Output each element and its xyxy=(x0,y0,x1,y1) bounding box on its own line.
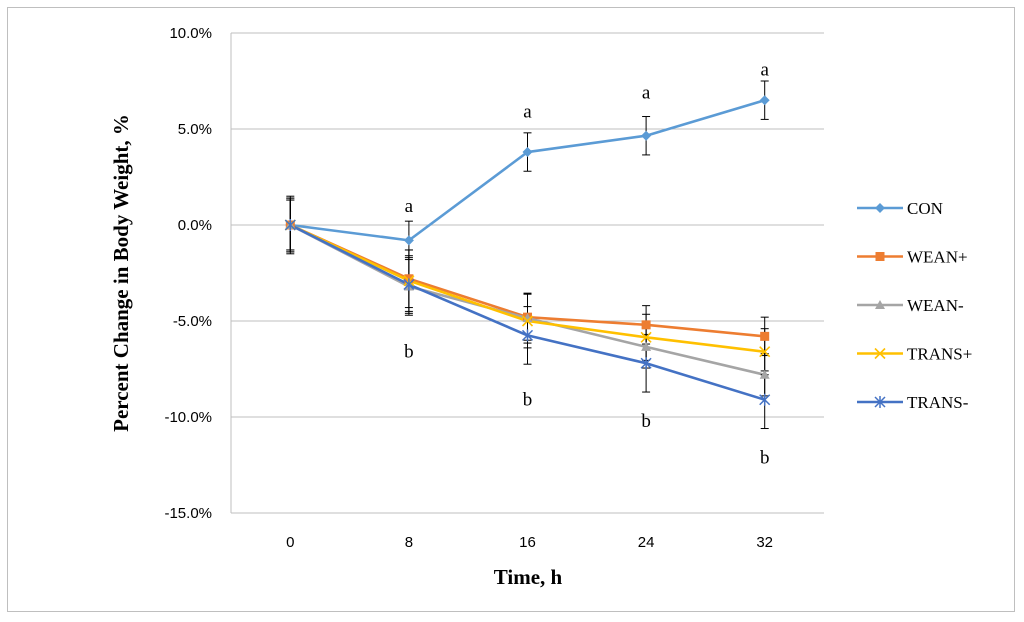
legend-entry: CON xyxy=(857,199,943,218)
legend-label: CON xyxy=(907,199,943,218)
x-tick-label: 24 xyxy=(638,534,655,551)
annotation-label: a xyxy=(642,83,651,104)
annotation-label: b xyxy=(404,342,414,363)
legend-label: TRANS- xyxy=(907,393,969,412)
y-axis-title: Percent Change in Body Weight, % xyxy=(109,114,133,432)
marker-triangle xyxy=(641,341,652,351)
y-tick-label: -15.0% xyxy=(164,505,212,522)
marker-asterisk xyxy=(759,393,771,406)
marker-diamond xyxy=(875,203,885,213)
y-tick-label: -5.0% xyxy=(173,313,212,330)
annotation-label: b xyxy=(641,411,651,432)
x-axis-title: Time, h xyxy=(494,565,563,589)
marker-triangle xyxy=(875,300,885,309)
x-tick-label: 8 xyxy=(405,534,413,551)
y-tick-label: -10.0% xyxy=(164,409,212,426)
marker-x xyxy=(759,346,771,358)
marker-square xyxy=(760,331,770,341)
y-tick-label: 10.0% xyxy=(169,25,212,42)
y-tick-labels: -15.0% -10.0% -5.0% 0.0% 5.0% 10.0% xyxy=(164,25,212,522)
marker-asterisk xyxy=(284,219,296,231)
marker-square xyxy=(641,320,651,330)
marker-diamond xyxy=(759,95,770,106)
legend-entry: WEAN- xyxy=(857,296,964,315)
legend-label: WEAN+ xyxy=(907,248,968,267)
legend-label: TRANS+ xyxy=(907,345,972,364)
annotation-label: a xyxy=(760,59,769,80)
marker-asterisk xyxy=(640,357,652,370)
marker-asterisk xyxy=(403,278,415,291)
marker-diamond xyxy=(403,235,414,246)
legend-entry: TRANS+ xyxy=(857,345,972,364)
legend-entry: TRANS- xyxy=(857,393,969,412)
legend-label: WEAN- xyxy=(907,296,964,315)
marker-x xyxy=(521,315,534,327)
x-tick-label: 16 xyxy=(519,534,536,551)
x-tick-labels: 0 8 16 24 32 xyxy=(286,534,773,551)
marker-asterisk xyxy=(874,396,886,408)
x-tick-label: 32 xyxy=(756,534,773,551)
y-tick-label: 0.0% xyxy=(178,217,212,234)
legend-entry: WEAN+ xyxy=(857,248,968,267)
chart-frame xyxy=(7,7,1015,612)
marker-square xyxy=(875,252,885,261)
series-markers xyxy=(284,95,771,406)
annotation-label: a xyxy=(523,102,532,123)
marker-diamond xyxy=(522,147,533,158)
marker-x xyxy=(640,331,652,343)
marker-triangle xyxy=(759,369,770,379)
legend: CON WEAN+ WEAN- TRANS+ TRANS- xyxy=(857,199,972,412)
annotation-label: b xyxy=(523,390,533,411)
marker-asterisk xyxy=(521,329,534,342)
marker-x xyxy=(874,347,886,360)
annotation-label: a xyxy=(405,196,414,217)
x-tick-label: 0 xyxy=(286,534,294,551)
annotation-label: b xyxy=(760,447,770,468)
gridlines xyxy=(230,32,824,514)
marker-triangle xyxy=(522,313,533,323)
marker-diamond xyxy=(641,130,652,141)
significance-annotations: a a a a b b b b xyxy=(404,59,769,468)
y-tick-label: 5.0% xyxy=(178,121,212,138)
